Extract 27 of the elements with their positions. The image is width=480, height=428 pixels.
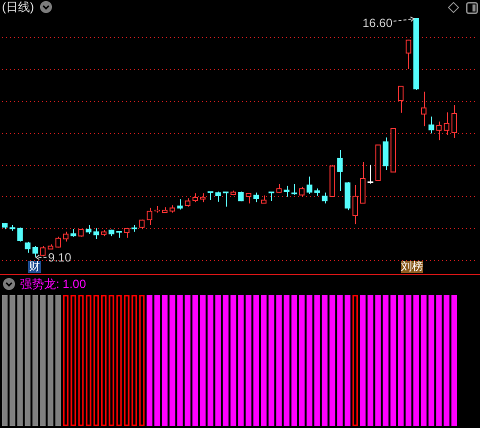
chart-title: (日线) <box>2 0 34 14</box>
candlestick <box>352 184 358 225</box>
candlestick <box>146 207 152 226</box>
annotation: 9.10 <box>48 250 72 265</box>
candlestick <box>306 176 312 194</box>
candlestick <box>62 231 69 242</box>
candlestick <box>337 149 343 192</box>
candlestick <box>406 39 412 70</box>
candlestick <box>322 192 328 204</box>
candlestick <box>284 185 290 198</box>
candlestick <box>451 104 458 138</box>
candlestick <box>177 198 183 210</box>
candlestick <box>299 186 305 198</box>
candlestick <box>436 121 442 141</box>
candlestick <box>32 246 38 258</box>
text: 财 <box>28 261 41 273</box>
annotation: 16.60 <box>362 16 393 30</box>
chart-title: 强势龙: 1.00 <box>20 277 86 291</box>
candlestick <box>420 91 427 127</box>
text: 刘榜 <box>401 261 423 273</box>
candlestick <box>444 112 450 136</box>
candlestick <box>24 241 30 254</box>
candlestick <box>398 86 404 114</box>
candlestick <box>253 192 259 203</box>
candlestick <box>360 162 366 204</box>
candlestick <box>246 192 252 204</box>
candlestick <box>428 116 434 134</box>
